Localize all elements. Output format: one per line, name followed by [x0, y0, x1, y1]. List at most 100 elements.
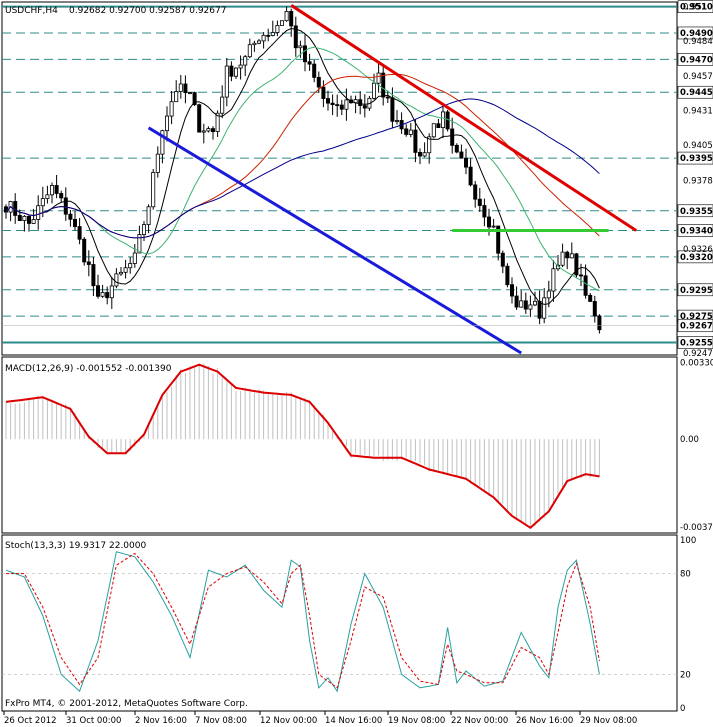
candle-body — [436, 123, 441, 128]
candle — [583, 264, 588, 299]
candle-body — [243, 56, 248, 66]
candle-body — [477, 198, 482, 206]
candle — [339, 99, 344, 116]
candle-body — [362, 105, 367, 109]
stoch-tick-label: 100 — [680, 536, 696, 546]
price-tick-label: 0.9484 — [683, 37, 713, 47]
candle — [528, 295, 533, 317]
candle-body — [358, 99, 363, 106]
candle — [210, 126, 215, 140]
candle — [431, 123, 436, 139]
candle-body — [68, 213, 73, 220]
candle — [275, 20, 280, 37]
candle-body — [247, 44, 252, 58]
candle — [266, 28, 271, 42]
level-label-box — [677, 53, 713, 66]
candle-body — [468, 166, 473, 186]
candle-body — [302, 45, 307, 63]
price-tick-label: 0.9405 — [683, 141, 713, 151]
candle-body — [509, 284, 514, 297]
level-label-box — [677, 151, 713, 165]
candle-body — [491, 225, 496, 228]
candle-body — [266, 34, 271, 37]
candle — [312, 59, 317, 83]
candle — [252, 40, 257, 52]
candle — [224, 58, 229, 107]
candle-body — [592, 301, 597, 317]
macd-tick-label: 0.00 — [680, 435, 699, 445]
candle-body — [137, 234, 142, 254]
candle — [96, 274, 101, 299]
candle — [183, 75, 188, 104]
candle — [381, 65, 386, 106]
copyright-text: FxPro MT4, © 2001-2012, MetaQuotes Softw… — [5, 699, 248, 709]
level-label-box — [677, 26, 713, 40]
candle-body — [376, 72, 381, 84]
candle — [82, 236, 87, 266]
candle-body — [229, 65, 234, 77]
candle-body — [105, 292, 110, 299]
candle-body — [109, 285, 114, 299]
candle-body — [459, 151, 464, 159]
candle — [302, 34, 307, 72]
time-axis-label: 31 Oct 00:00 — [66, 716, 121, 726]
candle — [59, 190, 64, 203]
candle-body — [404, 128, 409, 135]
candle-body — [63, 197, 68, 215]
candle — [146, 204, 151, 234]
candle — [445, 109, 450, 132]
candle-body — [100, 292, 105, 297]
candle-body — [312, 63, 317, 78]
candle-body — [284, 11, 289, 22]
candle-body — [224, 65, 229, 98]
resistance-trendline — [290, 4, 638, 232]
candle — [86, 250, 91, 277]
candle-body — [114, 273, 119, 287]
candle — [238, 55, 243, 80]
macd-panel-frame — [1, 356, 678, 534]
candle — [243, 54, 248, 77]
candle — [279, 20, 284, 26]
candle-body — [560, 251, 565, 266]
candle-body — [187, 92, 192, 94]
candle — [63, 187, 68, 221]
candle — [114, 268, 119, 289]
candle-body — [569, 253, 574, 259]
candle — [307, 53, 312, 71]
candle — [174, 80, 179, 103]
price-tick-label: 0.9431 — [683, 107, 713, 117]
candle — [201, 123, 206, 144]
candle-body — [215, 112, 220, 133]
candle — [551, 260, 556, 302]
price-panel-frame — [1, 1, 678, 356]
candle-body — [486, 216, 491, 228]
candle-body — [450, 128, 455, 146]
price-tick-label: 0.951 — [683, 3, 707, 13]
candle — [394, 110, 399, 125]
candle-body — [523, 300, 528, 310]
candle-body — [275, 24, 280, 33]
candle-body — [413, 129, 418, 153]
candle — [197, 103, 202, 133]
candle-body — [174, 91, 179, 103]
candle-body — [330, 102, 335, 106]
candle — [100, 284, 105, 298]
level-label-box — [677, 204, 713, 218]
candle-body — [381, 72, 386, 98]
candle — [546, 280, 551, 308]
ma-teal-line — [5, 46, 600, 292]
candle-body — [252, 42, 257, 46]
candle-body — [482, 205, 487, 218]
price-tick-label: 0.9326 — [683, 245, 713, 255]
candle — [597, 314, 602, 334]
candle — [215, 110, 220, 138]
level-label-box — [677, 224, 713, 237]
candle-body — [279, 20, 284, 26]
time-axis-label: 22 Nov 00:00 — [451, 716, 508, 726]
time-axis-label: 7 Nov 08:00 — [195, 716, 247, 726]
candle-body — [119, 271, 124, 275]
candle-body — [597, 315, 602, 331]
